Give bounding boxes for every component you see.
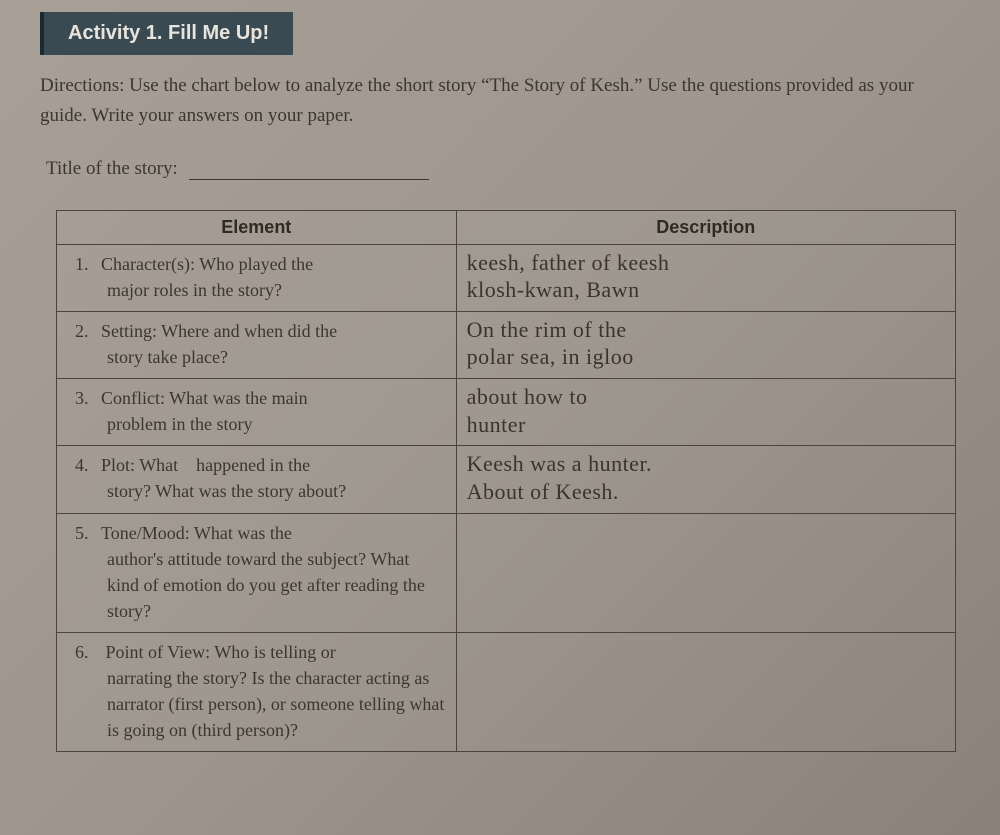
handwritten-answer-l2: klosh-kwan, Bawn (467, 277, 640, 302)
table-row: 1.Character(s): Who played the major rol… (57, 244, 956, 311)
title-blank-line[interactable] (189, 179, 429, 180)
table-row: 3.Conflict: What was the main problem in… (57, 379, 956, 446)
element-question-first: Character(s): Who played the (101, 254, 313, 274)
element-cell: 4.Plot: What happened in the story? What… (57, 446, 457, 513)
handwritten-answer-l1: On the rim of the (467, 317, 627, 342)
title-label: Title of the story: (46, 158, 178, 179)
elements-table: Element Description 1.Character(s): Who … (56, 210, 956, 753)
element-question-first: Tone/Mood: What was the (101, 523, 292, 543)
element-cell: 3.Conflict: What was the main problem in… (57, 379, 457, 446)
description-cell[interactable] (456, 632, 955, 751)
element-question-cont: major roles in the story? (107, 277, 446, 303)
header-description: Description (456, 210, 955, 244)
activity-banner: Activity 1. Fill Me Up! (40, 12, 293, 55)
row-number: 6. (75, 639, 101, 665)
element-question-cont: story? What was the story about? (107, 478, 446, 504)
description-cell[interactable]: about how to hunter (456, 379, 955, 446)
element-cell: 2.Setting: Where and when did the story … (57, 311, 457, 378)
table-header-row: Element Description (57, 210, 956, 244)
row-number: 1. (75, 251, 101, 277)
element-question-cont: story take place? (107, 344, 446, 370)
handwritten-answer-l2: polar sea, in igloo (467, 344, 634, 369)
description-cell[interactable] (456, 513, 955, 632)
worksheet-page: Activity 1. Fill Me Up! Directions: Use … (0, 0, 1000, 752)
directions-text: Directions: Use the chart below to analy… (40, 71, 960, 132)
description-cell[interactable]: On the rim of the polar sea, in igloo (456, 311, 955, 378)
table-row: 6. Point of View: Who is telling or narr… (57, 632, 956, 751)
handwritten-answer-l1: keesh, father of keesh (467, 250, 670, 275)
handwritten-answer-l1: about how to (467, 384, 588, 409)
element-question-cont: problem in the story (107, 411, 446, 437)
handwritten-answer-l1: Keesh was a hunter. (467, 451, 652, 476)
title-of-story-line: Title of the story: (46, 158, 960, 180)
handwritten-answer-l2: About of Keesh. (467, 479, 619, 504)
element-cell: 6. Point of View: Who is telling or narr… (57, 632, 457, 751)
row-number: 2. (75, 318, 101, 344)
element-question-first: Plot: What happened in the (101, 455, 310, 475)
element-cell: 1.Character(s): Who played the major rol… (57, 244, 457, 311)
element-cell: 5.Tone/Mood: What was the author's attit… (57, 513, 457, 632)
element-question-first: Point of View: Who is telling or (101, 642, 336, 662)
table-row: 4.Plot: What happened in the story? What… (57, 446, 956, 513)
table-row: 5.Tone/Mood: What was the author's attit… (57, 513, 956, 632)
element-question-first: Conflict: What was the main (101, 388, 308, 408)
element-question-first: Setting: Where and when did the (101, 321, 337, 341)
element-question-cont: narrating the story? Is the character ac… (107, 665, 446, 743)
header-element: Element (57, 210, 457, 244)
description-cell[interactable]: keesh, father of keesh klosh-kwan, Bawn (456, 244, 955, 311)
row-number: 4. (75, 452, 101, 478)
element-question-cont: author's attitude toward the subject? Wh… (107, 546, 446, 624)
row-number: 3. (75, 385, 101, 411)
row-number: 5. (75, 520, 101, 546)
table-row: 2.Setting: Where and when did the story … (57, 311, 956, 378)
description-cell[interactable]: Keesh was a hunter. About of Keesh. (456, 446, 955, 513)
handwritten-answer-l2: hunter (467, 412, 526, 437)
